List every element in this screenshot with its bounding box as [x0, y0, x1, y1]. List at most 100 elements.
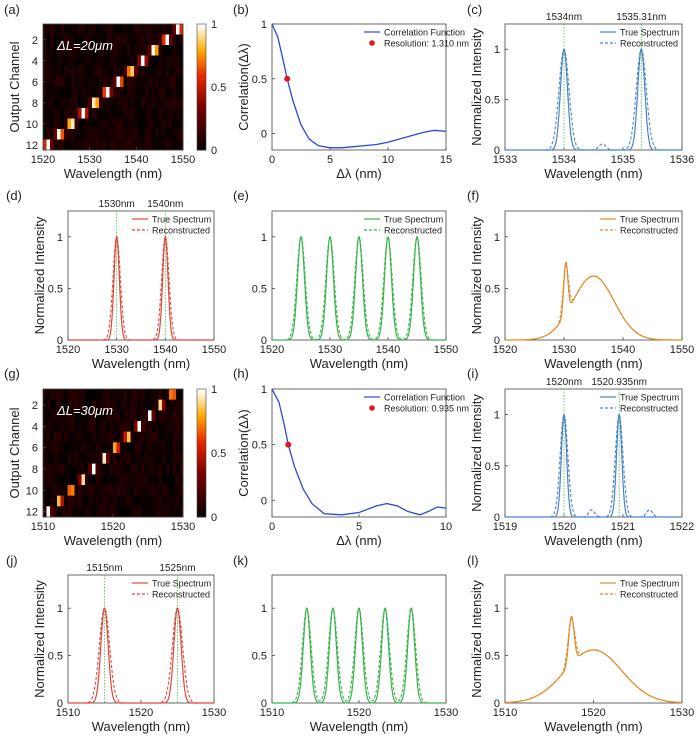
panel-k: 1510 1520 1530 0 0.5 1 Wavelength (nm) [252, 574, 458, 734]
heatmap-cell [158, 129, 163, 140]
heatmap-cell [57, 421, 61, 432]
heatmap-cell [102, 34, 107, 46]
colorbar-segment [197, 109, 206, 113]
heatmap-cell [57, 55, 61, 67]
heatmap-cell [123, 45, 128, 56]
heatmap-cell [127, 431, 131, 443]
y-tick-label: 12 [26, 140, 38, 152]
heatmap-cell [46, 55, 51, 67]
colorbar-tick-label: 0 [211, 145, 217, 157]
colorbar-segment [197, 465, 206, 470]
heatmap-cell [151, 108, 156, 119]
x-tick-label: 1510 [31, 521, 55, 533]
heatmap-cell [179, 34, 184, 46]
heatmap-cell [144, 453, 149, 464]
heatmap-cell [123, 506, 128, 518]
heatmap-cell [88, 24, 93, 35]
heatmap-cell [109, 34, 114, 46]
heatmap-cell [67, 139, 72, 151]
heatmap-cell [158, 506, 163, 518]
heatmap-cell [169, 24, 173, 35]
colorbar-segment [197, 453, 206, 457]
series-line-reconstructed [272, 607, 446, 704]
heatmap-cell [169, 129, 173, 140]
heatmap-cell [85, 495, 89, 507]
heatmap-cell [46, 421, 51, 432]
heatmap-cell [60, 431, 65, 443]
heatmap-cell [144, 410, 149, 422]
heatmap-cell [102, 76, 107, 88]
colorbar-tick-label: 0 [211, 512, 217, 524]
heatmap-cell [67, 453, 72, 464]
heatmap-cell [144, 421, 149, 432]
heatmap-cell [95, 24, 100, 35]
heatmap-cell [102, 410, 107, 422]
heatmap-cell [92, 139, 96, 151]
legend-label: True Spectrum [620, 393, 679, 403]
heatmap-cell [106, 431, 110, 443]
heatmap-cell [71, 45, 75, 56]
heatmap-cell [46, 76, 51, 88]
heatmap-cell [127, 66, 131, 77]
heatmap-cell [85, 506, 89, 518]
heatmap-cell [148, 421, 152, 432]
heatmap-cell [106, 129, 110, 140]
heatmap-cell [165, 97, 170, 109]
heatmap-cell [53, 55, 58, 67]
heatmap-cell [53, 97, 58, 109]
heatmap-cell [176, 431, 180, 443]
heatmap-cell [113, 506, 117, 518]
y-axis-label: Output Channel [7, 407, 22, 498]
y-tick-label: 6 [32, 443, 38, 455]
heatmap-cell [88, 442, 93, 454]
heatmap-cell [151, 442, 156, 454]
panel-letter: (a) [4, 2, 20, 17]
heatmap-cell [176, 108, 180, 119]
heatmap-cell [165, 399, 170, 411]
heatmap-cell [88, 474, 93, 486]
heatmap-cell [78, 442, 82, 454]
heatmap-cell [74, 76, 79, 88]
heatmap-cell [88, 431, 93, 443]
peak-marker-label: 1530nm [99, 199, 135, 210]
heatmap-cell [172, 485, 177, 496]
heatmap-cell [99, 45, 103, 56]
heatmap-cell [99, 108, 103, 119]
heatmap-cell [176, 129, 180, 140]
heatmap-cell [95, 495, 100, 507]
heatmap-cell [102, 45, 107, 56]
heatmap-cell [67, 399, 72, 411]
heatmap-cell [165, 139, 170, 151]
heatmap-cell [144, 76, 149, 88]
x-tick-label: 1533 [493, 154, 517, 166]
heatmap-cell [155, 453, 159, 464]
colorbar-segment [197, 443, 206, 448]
heatmap-cell [141, 389, 145, 400]
heatmap-cell [137, 87, 142, 98]
heatmap-cell [102, 87, 107, 98]
heatmap-cell [109, 118, 114, 130]
heatmap-cell [151, 453, 156, 464]
x-tick-label: 1510 [493, 707, 517, 719]
heatmap-cell [162, 463, 166, 475]
heatmap-cell [46, 495, 51, 507]
heatmap-cell [53, 463, 58, 475]
heatmap-cell [116, 55, 121, 67]
series-line-reconstructed [505, 413, 682, 518]
colorbar-tick-label: 0.5 [211, 82, 226, 94]
heatmap-cell [169, 389, 173, 400]
colorbar-segment [197, 491, 206, 496]
heatmap-cell [81, 129, 86, 140]
heatmap-cell [64, 129, 68, 140]
heatmap-cell [78, 24, 82, 35]
heatmap-cell [78, 34, 82, 46]
heatmap-cell [74, 506, 79, 518]
heatmap-cell [141, 474, 145, 486]
heatmap-cell [60, 463, 65, 475]
heatmap-cell [179, 76, 184, 88]
heatmap-cell [46, 34, 51, 46]
heatmap-cell [148, 139, 152, 151]
heatmap-cell [71, 76, 75, 88]
heatmap-cell [74, 34, 79, 46]
heatmap-cell [151, 34, 156, 46]
